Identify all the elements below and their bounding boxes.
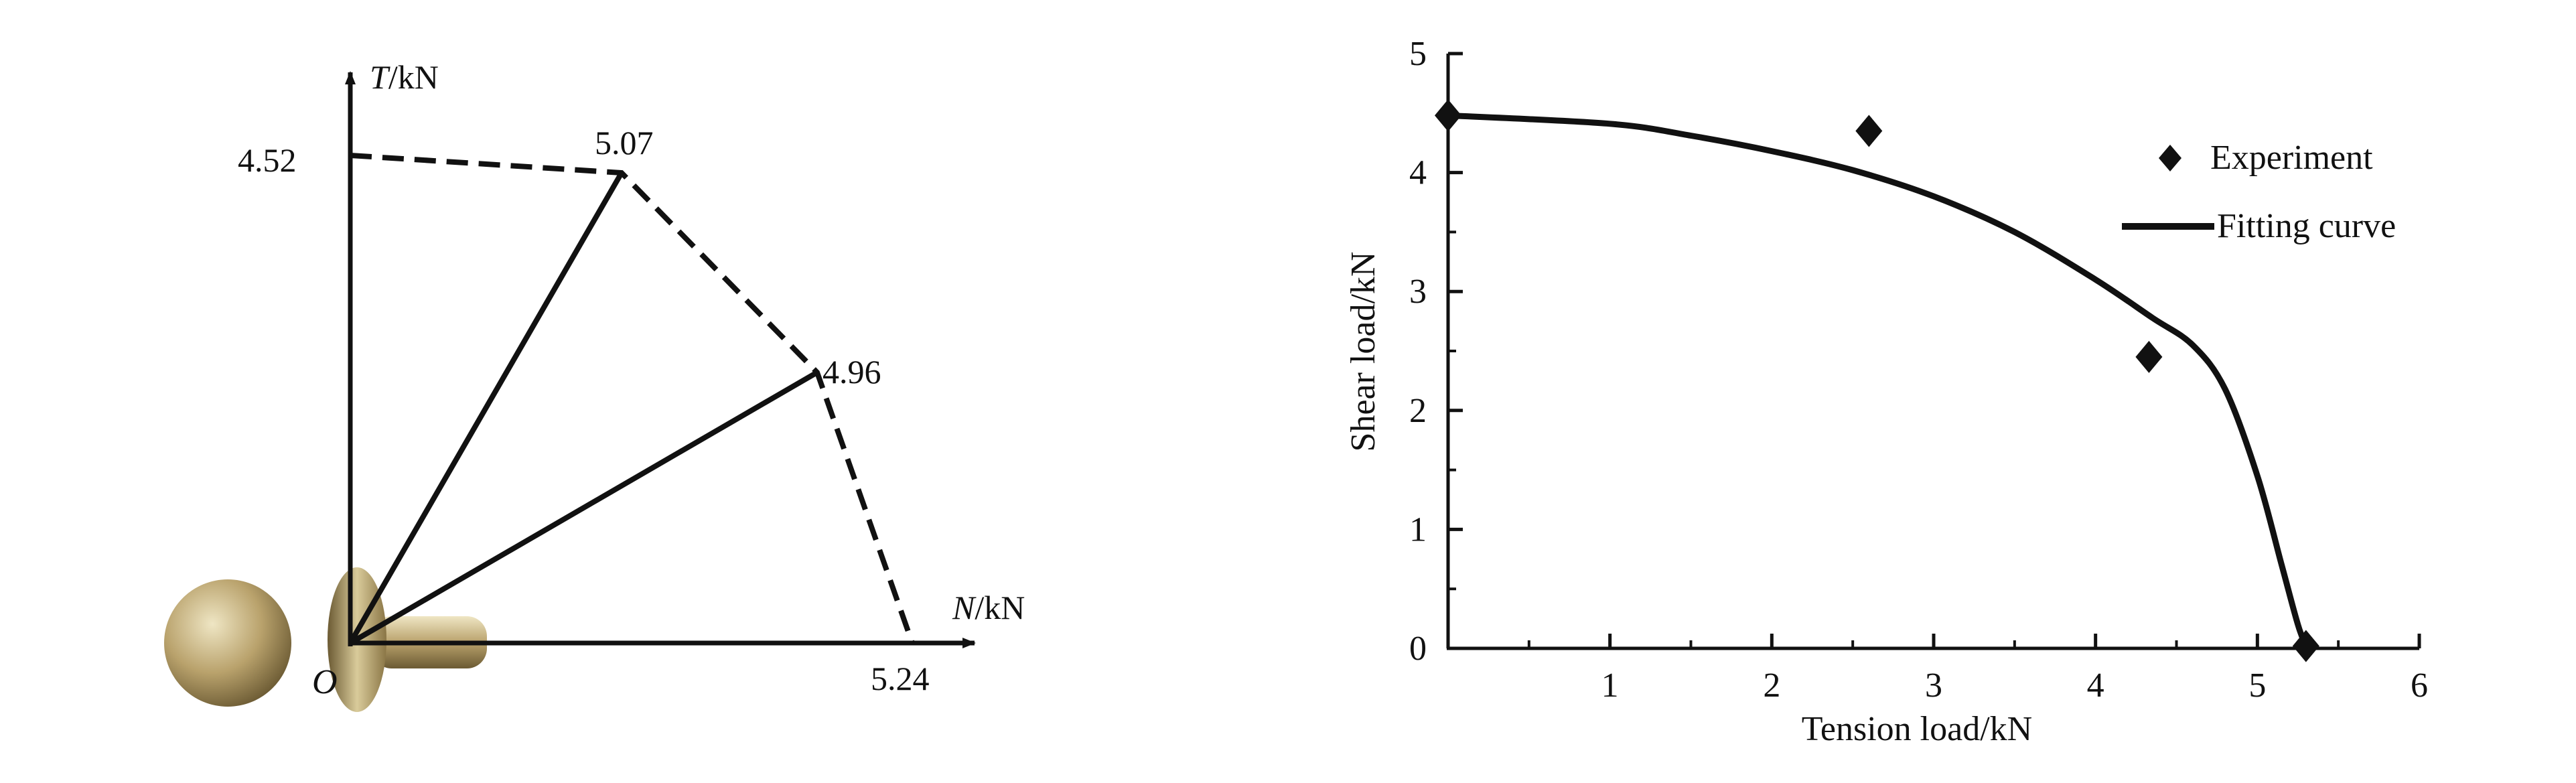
x-tick-label: 4 bbox=[2087, 666, 2104, 705]
legend: Experiment Fitting curve bbox=[2122, 139, 2396, 245]
experiment-point bbox=[2292, 630, 2319, 662]
experiment-point bbox=[1855, 115, 1883, 147]
marker-layer bbox=[1435, 99, 2319, 662]
x-tick-label: 5 bbox=[2248, 666, 2266, 705]
experiment-point bbox=[2135, 340, 2163, 373]
n-axis-label: N/kN bbox=[952, 589, 1025, 626]
ray-60 bbox=[348, 171, 624, 644]
scatter-chart: 1 2 3 4 5 6 0 1 2 3 4 5 Tension load/kN Shear load/… bbox=[1344, 35, 2428, 748]
experiment-point bbox=[1435, 99, 1461, 132]
origin-label: O bbox=[312, 663, 338, 701]
load-diagram: T/kN N/kN O 4.52 5.07 4.96 5.24 bbox=[164, 58, 1025, 712]
t-axis-label: T/kN bbox=[370, 58, 439, 96]
y-tick-label: 3 bbox=[1409, 273, 1427, 311]
tick-layer: 1 2 3 4 5 6 0 1 2 3 4 5 bbox=[1409, 35, 2428, 705]
fitting-curve-line bbox=[1447, 112, 2309, 648]
y-axis-title: Shear load/kN bbox=[1344, 252, 1382, 452]
point-label-30: 4.96 bbox=[822, 353, 881, 390]
y-tick-label: 2 bbox=[1409, 392, 1427, 430]
legend-diamond-marker bbox=[2159, 145, 2181, 171]
y-tick-label: 0 bbox=[1409, 630, 1427, 668]
point-label-60: 5.07 bbox=[595, 124, 654, 161]
y-tick-label: 4 bbox=[1409, 154, 1427, 192]
legend-label-experiment: Experiment bbox=[2210, 139, 2373, 177]
x-tick-label: 1 bbox=[1601, 666, 1619, 705]
legend-label-fitting-curve: Fitting curve bbox=[2217, 207, 2396, 245]
y-tick-label: 1 bbox=[1409, 510, 1427, 549]
point-label-0: 5.24 bbox=[871, 660, 930, 697]
x-tick-label: 6 bbox=[2411, 666, 2428, 705]
point-label-90: 4.52 bbox=[238, 141, 297, 179]
ray-30 bbox=[348, 370, 819, 646]
x-tick-label: 2 bbox=[1763, 666, 1780, 705]
envelope-dashed bbox=[350, 153, 915, 644]
x-axis-title: Tension load/kN bbox=[1802, 710, 2032, 748]
y-tick-label: 5 bbox=[1409, 35, 1427, 73]
fit-layer bbox=[1447, 112, 2309, 648]
x-tick-label: 3 bbox=[1925, 666, 1942, 705]
